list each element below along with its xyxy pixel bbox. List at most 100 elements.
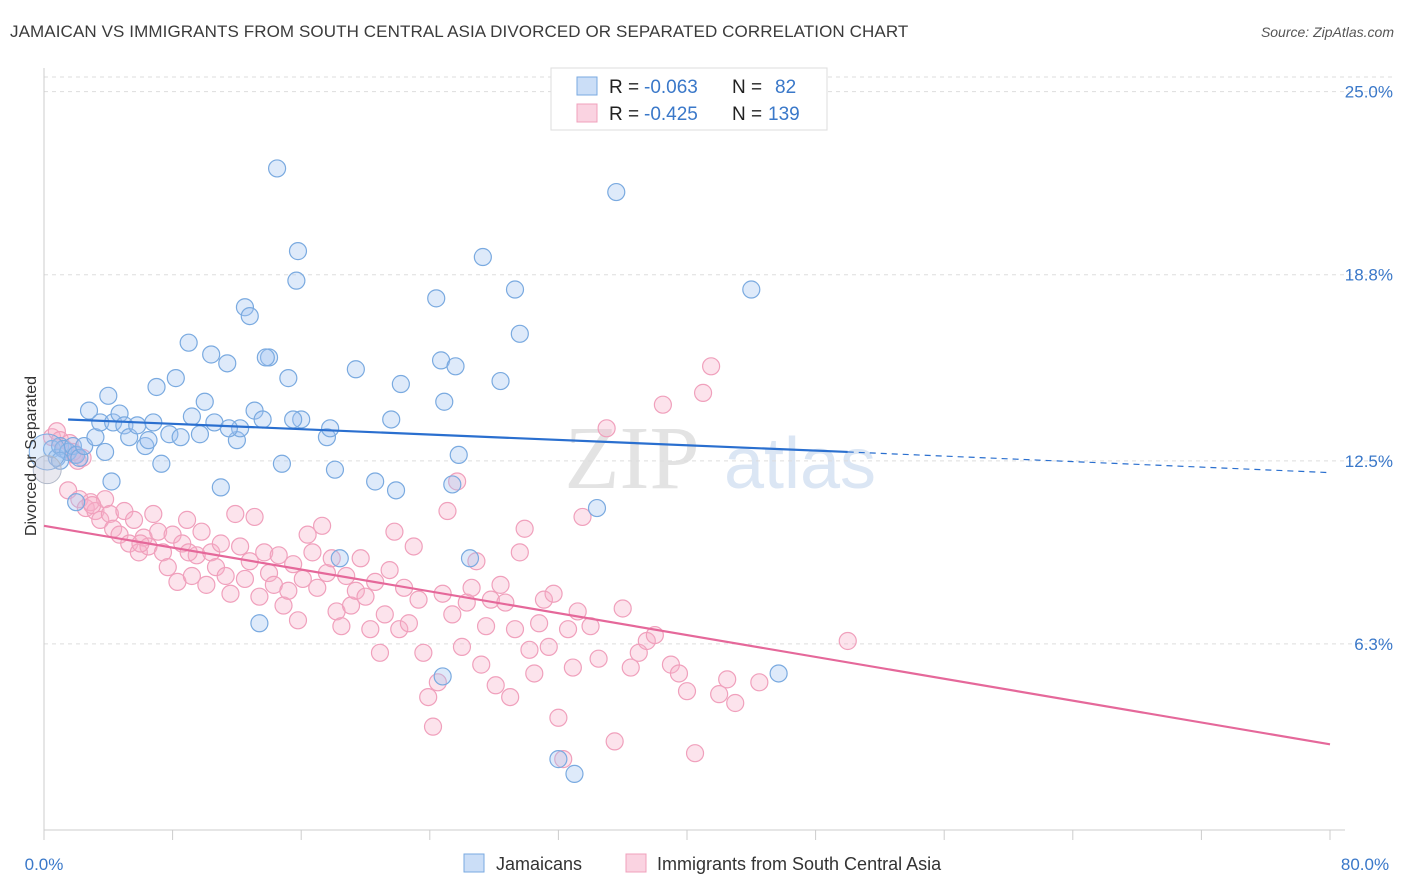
immigrants-point [558,620,578,639]
immigrants-point [255,543,274,562]
jamaicans-point [219,419,238,438]
immigrants-point [298,525,317,544]
immigrants-point [182,566,201,586]
jamaicans-point [179,333,198,352]
immigrants-point [312,516,332,535]
jamaicans-point [102,472,121,491]
legend-n-label-2: N = [732,104,762,125]
jamaicans-point [195,392,214,411]
immigrants-point [404,537,423,556]
x-tick-label-max: 80.0% [1341,855,1389,874]
jamaicans-point [171,428,190,447]
jamaicans-point [435,392,454,411]
jamaicans-point [607,182,626,202]
immigrants-point [380,560,399,580]
immigrants-point [399,614,419,633]
jamaicans-cluster-point [32,455,62,485]
immigrants-point [462,578,481,597]
jamaicans-point [139,431,158,450]
immigrants-point [385,522,404,541]
jamaicans-point [443,475,462,494]
source-label: Source: ZipAtlas.com [1260,24,1394,40]
legend-r-label-1: R = [609,77,639,98]
jamaicans-point [128,416,147,435]
immigrants-point [423,717,443,736]
series-immigrants-points [42,357,857,769]
chart-title: JAMAICAN VS IMMIGRANTS FROM SOUTH CENTRA… [10,22,909,41]
immigrants-point [91,510,110,529]
jamaicans-point [505,280,525,299]
watermark: ZIP atlas [565,409,877,508]
jamaicans-point [446,357,465,376]
jamaicans-point [182,407,201,426]
immigrants-point [308,578,327,597]
immigrants-point [750,673,769,692]
immigrants-point [520,640,539,659]
immigrants-point [710,685,729,704]
y-tick-label: 12.5% [1345,452,1393,471]
immigrants-point [539,637,558,656]
jamaicans-point [211,478,230,497]
watermark-atlas: atlas [724,424,876,504]
immigrants-point [192,522,211,541]
immigrants-point [563,658,582,677]
immigrants-point [149,522,168,541]
jamaicans-trend-extension [847,451,1331,474]
immigrants-point [534,590,554,609]
immigrants-point [419,687,438,707]
immigrants-point [613,599,632,618]
jamaicans-point [549,750,568,769]
legend-n-value-1: 82 [775,77,796,98]
x-tick-label-min: 0.0% [25,855,64,874]
jamaicans-point [152,454,171,473]
jamaicans-point [433,667,452,686]
jamaicans-point [449,445,468,465]
y-tick-label: 25.0% [1345,83,1393,102]
y-tick-label: 6.3% [1354,635,1393,654]
jamaicans-trend-line [68,418,848,454]
jamaicans-point [79,401,99,420]
immigrants-point [390,620,409,639]
immigrants-point [621,658,640,677]
immigrants-point [211,534,230,553]
immigrants-point [177,510,197,529]
immigrants-point [216,566,235,586]
immigrants-point [81,493,100,512]
immigrants-point [505,620,525,639]
jamaicans-point [325,460,345,479]
immigrants-point [530,614,549,633]
jamaicans-point [587,498,607,518]
legend-swatch-jamaicans [576,76,598,96]
immigrants-point [409,590,428,609]
immigrants-point [144,504,163,524]
jamaicans-point [565,764,584,783]
immigrants-point [718,670,737,689]
immigrants-point [279,581,298,600]
jamaicans-point [166,369,185,388]
jamaicans-point [147,377,166,397]
jamaicans-point [288,242,308,261]
immigrants-point [448,472,467,491]
jamaicans-point [95,442,115,462]
jamaicans-point [391,374,410,394]
immigrants-point [677,682,697,701]
y-tick-label: 18.8% [1345,266,1393,285]
legend-swatch-immigrants [576,103,598,123]
immigrants-point [685,744,705,763]
legend-n-label-1: N = [732,77,762,98]
immigrants-point [486,676,505,695]
immigrants-point [428,673,447,692]
immigrants-point [838,631,857,651]
immigrants-point [693,383,713,402]
jamaicans-point [382,410,401,429]
immigrants-point [83,496,102,515]
immigrants-point [544,584,563,603]
jamaicans-point [769,664,788,683]
immigrants-point [351,549,370,568]
immigrants-point [443,605,462,624]
bottom-legend-swatch-immigrants [625,853,647,873]
legend-r-value-1: -0.063 [644,77,698,98]
jamaicans-point [330,549,349,568]
immigrants-point [269,546,288,565]
